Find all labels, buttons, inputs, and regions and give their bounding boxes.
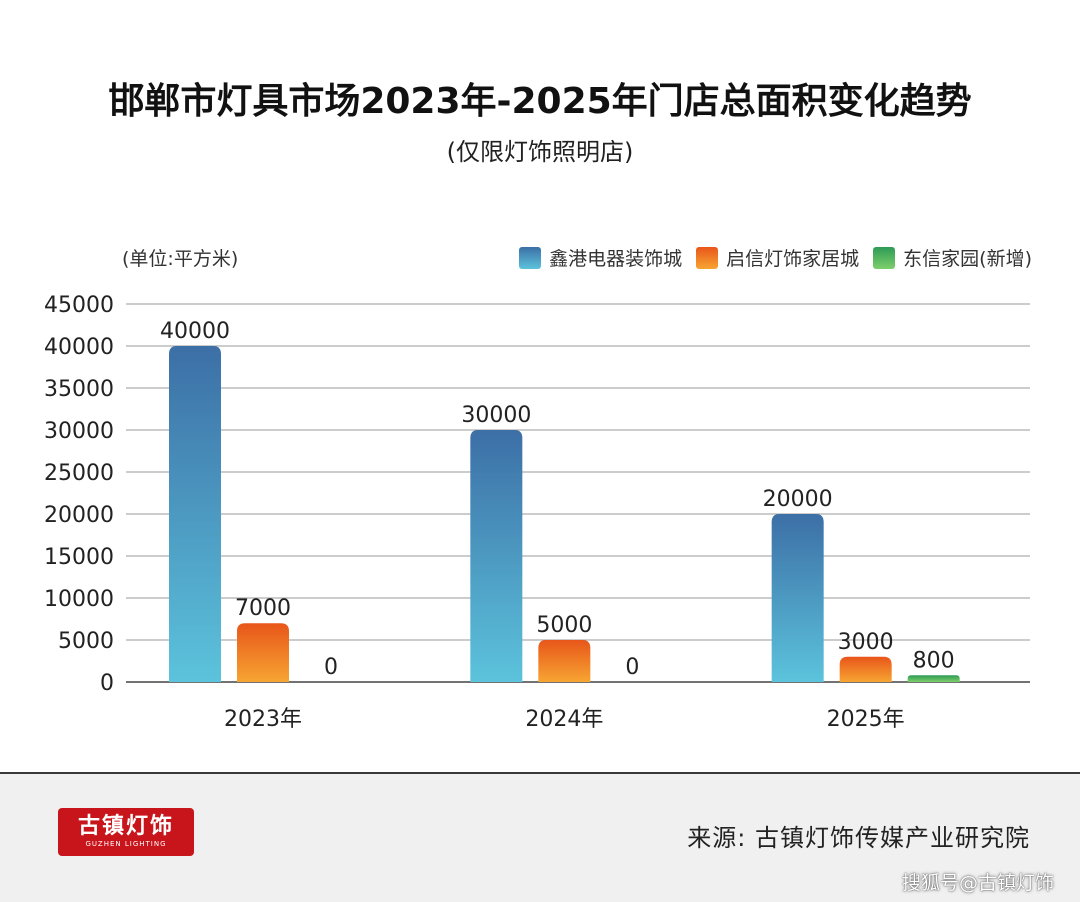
y-tick-label: 30000 [44, 419, 114, 444]
logo-subtext: GUZHEN LIGHTING [85, 840, 167, 848]
data-label: 40000 [160, 319, 230, 344]
footer: 古镇灯饰 GUZHEN LIGHTING 来源: 古镇灯饰传媒产业研究院 搜狐号… [0, 772, 1080, 902]
y-tick-label: 20000 [44, 503, 114, 528]
data-label: 0 [324, 655, 338, 680]
bar [839, 656, 892, 682]
legend-item-dongxin: 东信家园(新增) [873, 244, 1032, 271]
legend-item-xingang: 鑫港电器装饰城 [519, 244, 682, 271]
y-tick-label: 10000 [44, 587, 114, 612]
data-label: 0 [625, 655, 639, 680]
data-label: 800 [913, 648, 955, 673]
legend-swatch-qixin [696, 246, 719, 269]
bar [237, 623, 289, 682]
legend-swatch-dongxin [873, 246, 896, 269]
logo-text: 古镇灯饰 [77, 814, 174, 839]
legend-label-dongxin: 东信家园(新增) [903, 248, 1032, 270]
data-label: 30000 [461, 403, 531, 428]
x-tick-label: 2025年 [827, 707, 905, 732]
y-tick-label: 40000 [44, 335, 114, 360]
y-tick-label: 0 [100, 671, 114, 696]
y-tick-label: 25000 [44, 461, 114, 486]
source-note: 来源: 古镇灯饰传媒产业研究院 [687, 824, 1030, 852]
legend-item-qixin: 启信灯饰家居城 [696, 244, 859, 271]
x-tick-label: 2024年 [525, 707, 603, 732]
watermark: 搜狐号@古镇灯饰 [901, 872, 1054, 894]
bar [771, 514, 824, 682]
x-tick-label: 2023年 [224, 707, 302, 732]
data-label: 5000 [536, 613, 592, 638]
bar [538, 640, 591, 682]
legend-swatch-xingang [519, 246, 542, 269]
unit-label: (单位:平方米) [122, 248, 239, 270]
bar [169, 346, 221, 682]
y-tick-label: 35000 [44, 377, 114, 402]
data-label: 3000 [838, 630, 894, 655]
legend: 鑫港电器装饰城 启信灯饰家居城 东信家园(新增) [519, 244, 1032, 271]
bar [470, 430, 523, 682]
y-tick-label: 5000 [58, 629, 114, 654]
data-label: 20000 [763, 487, 833, 512]
legend-label-xingang: 鑫港电器装饰城 [549, 248, 683, 270]
chart-subtitle: (仅限灯饰照明店) [446, 138, 634, 166]
brand-logo: 古镇灯饰 GUZHEN LIGHTING [58, 808, 194, 856]
chart-title: 邯郸市灯具市场2023年-2025年门店总面积变化趋势 [108, 81, 972, 122]
y-tick-label: 15000 [44, 545, 114, 570]
bar-chart: 0500010000150002000025000300003500040000… [44, 293, 1030, 732]
y-tick-label: 45000 [44, 293, 114, 318]
data-label: 7000 [235, 596, 291, 621]
bar [907, 675, 960, 682]
legend-label-qixin: 启信灯饰家居城 [726, 248, 860, 270]
